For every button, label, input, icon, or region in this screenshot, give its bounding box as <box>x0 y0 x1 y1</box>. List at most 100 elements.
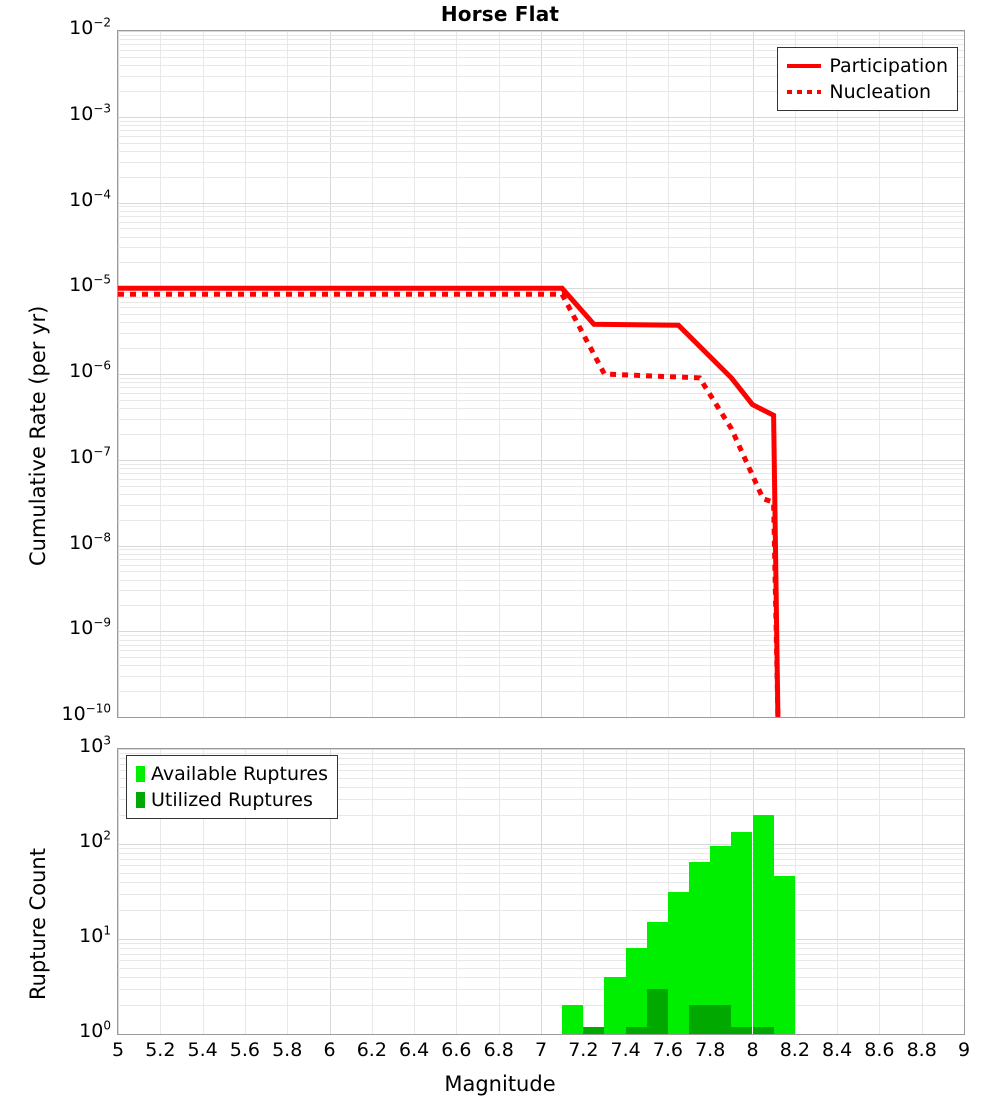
top-data-layer <box>118 31 964 717</box>
gridline-v <box>160 31 161 717</box>
legend-item-participation[interactable]: Participation <box>787 53 948 79</box>
gridline-h <box>118 605 964 606</box>
gridline-v <box>922 749 923 1034</box>
gridline-h <box>118 460 964 461</box>
gridline-h <box>118 546 964 547</box>
x-tick-label: 8.2 <box>779 1039 810 1061</box>
gridline-h <box>118 960 964 961</box>
gridline-h <box>118 162 964 163</box>
rupture-bar[interactable] <box>752 749 774 1034</box>
gridline-h <box>118 419 964 420</box>
gridline-h <box>118 494 964 495</box>
x-tick-label: 6.8 <box>483 1039 514 1061</box>
x-tick-label: 9 <box>957 1039 971 1061</box>
gridline-h <box>118 753 964 754</box>
x-tick-label: 7.8 <box>695 1039 726 1061</box>
x-tick-label: 5.4 <box>187 1039 218 1061</box>
gridline-h <box>118 554 964 555</box>
gridline-h <box>118 977 964 978</box>
gridline-h <box>118 645 964 646</box>
gridline-h <box>118 374 964 375</box>
gridline-h <box>118 222 964 223</box>
gridline-v <box>245 31 246 717</box>
gridline-h <box>118 549 964 550</box>
gridline-h <box>118 943 964 944</box>
gridline-h <box>118 691 964 692</box>
gridline-h <box>118 216 964 217</box>
rupture-bar[interactable] <box>583 749 605 1034</box>
gridline-v <box>372 749 373 1034</box>
x-tick-label: 6.2 <box>356 1039 387 1061</box>
gridline-h <box>118 844 964 845</box>
gridline-h <box>118 387 964 388</box>
gridline-h <box>118 657 964 658</box>
x-tick-label: 7 <box>534 1039 548 1061</box>
gridline-h <box>118 288 964 289</box>
gridline-h <box>118 635 964 636</box>
legend-item-utilized-ruptures[interactable]: Utilized Ruptures <box>136 787 328 813</box>
gridline-h <box>118 44 964 45</box>
gridline-v <box>372 31 373 717</box>
x-tick-label: 5.2 <box>145 1039 176 1061</box>
rupture-bar[interactable] <box>710 749 732 1034</box>
gridline-h <box>118 143 964 144</box>
gridline-h <box>118 322 964 323</box>
legend-item-nucleation[interactable]: Nucleation <box>787 79 948 105</box>
page-title: Horse Flat <box>440 2 560 26</box>
rupture-bar[interactable] <box>689 749 711 1034</box>
gridline-h <box>118 859 964 860</box>
x-tick-label: 5 <box>111 1039 125 1061</box>
gridline-v <box>414 749 415 1034</box>
gridline-h <box>118 468 964 469</box>
gridline-v <box>837 31 838 717</box>
gridline-h <box>118 910 964 911</box>
gridline-h <box>118 333 964 334</box>
rupture-bar[interactable] <box>731 749 753 1034</box>
gridline-h <box>118 848 964 849</box>
available-ruptures-bar <box>773 876 795 1034</box>
gridline-h <box>118 559 964 560</box>
x-tick-label: 6 <box>323 1039 336 1061</box>
gridline-h <box>118 565 964 566</box>
solid-line-icon <box>787 64 822 68</box>
x-tick-label: 8.6 <box>864 1039 895 1061</box>
y-tick-label: 10−9 <box>69 615 111 640</box>
gridline-v <box>330 31 331 717</box>
gridline-v <box>710 749 711 1034</box>
rupture-bar[interactable] <box>562 749 584 1034</box>
gridline-h <box>118 314 964 315</box>
gridline-h <box>118 400 964 401</box>
gridline-v <box>118 31 119 717</box>
gridline-h <box>118 865 964 866</box>
gridline-h <box>118 939 964 940</box>
gridline-h <box>118 479 964 480</box>
gridline-v <box>879 31 880 717</box>
gridline-h <box>118 505 964 506</box>
available-ruptures-bar <box>731 831 753 1034</box>
gridline-v <box>710 31 711 717</box>
rupture-bar[interactable] <box>773 749 795 1034</box>
y-tick-label: 101 <box>79 923 111 947</box>
gridline-h <box>118 408 964 409</box>
y-tick-label: 103 <box>79 733 111 757</box>
gridline-h <box>118 237 964 238</box>
legend-item-available-ruptures[interactable]: Available Ruptures <box>136 761 328 787</box>
gridline-h <box>118 117 964 118</box>
y-tick-label: 10−5 <box>69 272 111 297</box>
gridline-h <box>118 464 964 465</box>
rupture-bar[interactable] <box>667 749 690 1034</box>
gridline-v <box>541 31 542 717</box>
rupture-bar[interactable] <box>646 749 668 1034</box>
gridline-h <box>118 228 964 229</box>
gridline-h <box>118 954 964 955</box>
available-color-swatch <box>136 766 145 782</box>
gridline-v <box>414 31 415 717</box>
gridline-h <box>118 121 964 122</box>
gridline-h <box>118 571 964 572</box>
rupture-bar[interactable] <box>604 749 626 1034</box>
y-tick-label: 10−6 <box>69 358 111 382</box>
top-y-axis-label: Cumulative Rate (per yr) <box>26 305 50 566</box>
rupture-bar[interactable] <box>625 749 647 1034</box>
gridline-v <box>922 31 923 717</box>
gridline-h <box>118 749 964 750</box>
